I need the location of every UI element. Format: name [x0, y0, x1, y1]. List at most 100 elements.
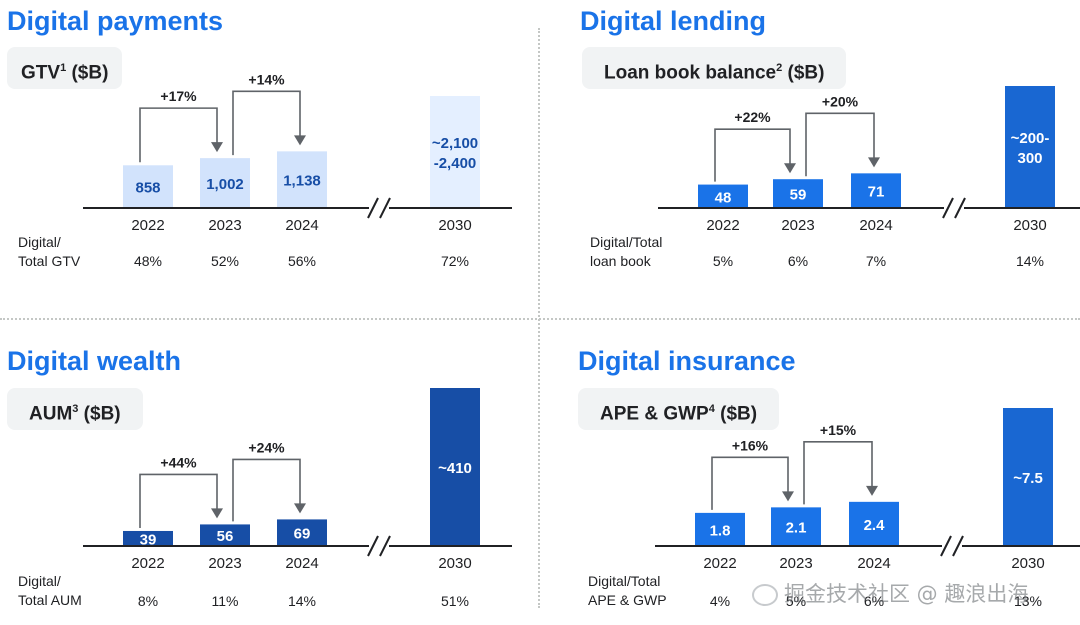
panel-digital-lending: Digital lending Loan book balance2 ($B) …	[540, 0, 1080, 318]
panel-title: Digital payments	[7, 6, 224, 36]
share-value: 11%	[212, 593, 239, 609]
growth-arrow-head	[868, 157, 880, 168]
bars-group: 48 2022 5% 59 2023 6% 71 2024 7% ~200-300 2030 14%	[698, 86, 1055, 269]
growth-arrow-head	[211, 142, 223, 153]
metric-label: Loan book balance2 ($B)	[582, 47, 847, 89]
panel-digital-wealth: Digital wealth AUM3 ($B) 39 2022 8% 56 2023 1…	[0, 320, 538, 625]
bar-value-label: 59	[790, 187, 807, 204]
category-label: 2024	[859, 217, 892, 234]
bar-2023	[771, 507, 821, 546]
chart-wealth: 39 2022 8% 56 2023 11% 69 2024 14% ~410 2030 51% Dig…	[18, 388, 512, 609]
watermark-text: 掘金技术社区 @ 趣浪出海	[784, 582, 1029, 606]
footnote-marker: 2	[776, 62, 783, 74]
bar-2023	[200, 158, 250, 208]
share-value: 13%	[1014, 593, 1042, 609]
category-label: 2022	[703, 555, 736, 572]
bar-value-label: 1,138	[283, 173, 321, 190]
growth-arrow-line	[139, 473, 218, 528]
growth-arrow-head	[211, 508, 223, 519]
bars-group: 1.8 2022 4% 2.1 2023 5% 2.4 2024 6% ~7.5 2030 13%	[695, 408, 1053, 609]
bars-group: 39 2022 8% 56 2023 11% 69 2024 14% ~410 2030 51%	[123, 388, 480, 609]
bar-2023	[773, 179, 823, 208]
metric-unit: ($B)	[66, 62, 109, 84]
growth-label: +20%	[822, 93, 859, 109]
growth-label: +44%	[160, 454, 197, 470]
growth-arrow-head	[294, 135, 306, 146]
chart-lending: 48 2022 5% 59 2023 6% 71 2024 7% ~200-300 2030 14% D…	[590, 86, 1080, 269]
footnote-marker: 1	[60, 62, 67, 74]
share-value: 48%	[134, 253, 162, 269]
growth-label: +14%	[248, 71, 285, 87]
bar-2023	[200, 524, 250, 546]
share-value: 7%	[866, 253, 886, 269]
bar-2022	[695, 512, 745, 546]
share-value: 6%	[788, 253, 808, 269]
growth-label: +16%	[732, 437, 769, 453]
bars-group: 858 2022 48% 1,002 2023 52% 1,138 2024 56% ~2,100…	[123, 96, 480, 269]
bar-value-label: 1.8	[710, 522, 731, 539]
growth-arrow-line	[805, 112, 875, 177]
share-row-label: Digital/Total AUM	[18, 573, 82, 608]
growth-arrow-head	[784, 163, 796, 174]
growth-label: +15%	[820, 422, 857, 438]
panel-title: Digital lending	[580, 6, 766, 36]
growth-arrow-head	[294, 503, 306, 514]
share-value: 51%	[441, 593, 469, 609]
panel-title: Digital wealth	[7, 346, 182, 376]
category-label: 2030	[438, 555, 471, 572]
growth-arrow-head	[782, 491, 794, 502]
share-value: 52%	[211, 253, 239, 269]
bar-2024	[277, 151, 327, 208]
share-value: 6%	[864, 593, 884, 609]
growth-arrow-line	[232, 458, 301, 522]
axis-break-mark	[367, 197, 379, 219]
growth-arrow-line	[139, 107, 218, 163]
chart-insurance: 1.8 2022 4% 2.1 2023 5% 2.4 2024 6% ~7.5 2030 13% Di…	[588, 408, 1080, 609]
category-label: 2030	[1013, 217, 1046, 234]
share-value: 56%	[288, 253, 316, 269]
metric-name: APE & GWP	[600, 403, 709, 425]
growth-arrow-line	[803, 441, 873, 505]
metric-unit: ($B)	[714, 403, 758, 425]
bar-value-label: ~200-300	[1011, 130, 1050, 167]
growth-label: +22%	[734, 109, 771, 125]
chart-payments: 858 2022 48% 1,002 2023 52% 1,138 2024 56% ~2,100…	[18, 71, 512, 269]
bar-2024	[851, 173, 901, 208]
horizontal-divider	[0, 318, 1080, 320]
share-row-label: Digital/Total GTV	[18, 234, 81, 269]
bar-2030	[430, 388, 480, 546]
growth-label: +24%	[248, 439, 285, 455]
bar-2022	[123, 165, 173, 208]
share-row-label: Digital/Total APE & GWP	[588, 573, 667, 608]
axis-break-mark	[952, 535, 964, 557]
axis-break-mark	[379, 535, 391, 557]
category-label: 2022	[131, 217, 164, 234]
axis-break-mark	[367, 535, 379, 557]
growth-arrow-line	[711, 456, 789, 510]
footnote-marker: 4	[708, 403, 715, 415]
axis-break-mark	[954, 197, 966, 219]
share-value: 14%	[288, 593, 316, 609]
share-value: 8%	[138, 593, 158, 609]
axis-break-mark	[940, 535, 952, 557]
axis-break-mark	[379, 197, 391, 219]
bar-value-label: ~410	[438, 460, 472, 477]
bar-2030	[1003, 408, 1053, 546]
bar-value-label: 2.1	[786, 520, 807, 537]
bar-value-label: ~2,100 -2,400	[432, 135, 478, 172]
growth-arrow-line	[714, 128, 791, 182]
watermark: 掘金技术社区 @ 趣浪出海	[752, 578, 1028, 608]
share-value: 72%	[441, 253, 469, 269]
category-label: 2024	[285, 555, 318, 572]
bar-value-label: 56	[217, 528, 234, 545]
category-label: 2024	[285, 217, 318, 234]
bar-2022	[123, 530, 173, 546]
metric-unit: ($B)	[78, 403, 121, 425]
bar-value-label: 2.4	[864, 517, 886, 534]
category-label: 2023	[781, 217, 814, 234]
metric-label: AUM3 ($B)	[7, 388, 143, 430]
metric-name: Loan book balance	[604, 62, 777, 84]
category-label: 2022	[706, 217, 739, 234]
category-label: 2030	[1011, 555, 1044, 572]
bar-value-label: 858	[135, 180, 160, 197]
